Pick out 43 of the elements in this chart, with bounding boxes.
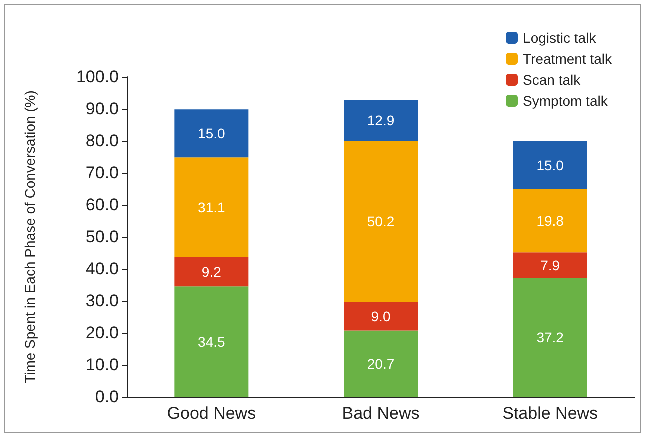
y-tick-label: 90.0 <box>86 100 119 118</box>
y-tick-label: 0.0 <box>95 388 119 406</box>
x-tick-label: Good News <box>167 404 256 423</box>
bar <box>174 158 249 258</box>
legend-label: Logistic talk <box>523 30 598 46</box>
data-label: 31.1 <box>198 199 226 216</box>
legend-label: Symptom talk <box>523 93 609 109</box>
bar <box>344 141 418 302</box>
bar <box>344 302 418 331</box>
data-label: 19.8 <box>536 213 564 229</box>
y-tick-label: 40.0 <box>86 260 119 278</box>
y-tick-label: 30.0 <box>86 292 119 310</box>
y-axis-title: Time Spent in Each Phase of Conversation (%) <box>22 90 38 384</box>
data-label: 9.2 <box>202 264 222 280</box>
data-label: 50.2 <box>367 214 395 230</box>
data-label: 20.7 <box>367 356 395 372</box>
legend-label: Scan talk <box>523 72 582 88</box>
y-tick-label: 100.0 <box>76 68 119 86</box>
bar <box>174 286 249 397</box>
x-tick-label: Bad News <box>342 404 420 423</box>
data-label: 7.9 <box>540 257 560 274</box>
bar <box>513 141 588 190</box>
bar <box>513 278 588 397</box>
y-tick-label: 50.0 <box>86 228 119 246</box>
bar <box>513 252 588 278</box>
x-tick-label: Stable News <box>502 404 598 423</box>
legend-label: Treatment talk <box>523 51 613 67</box>
data-label: 12.9 <box>367 112 395 129</box>
bar <box>344 100 418 142</box>
data-label: 34.5 <box>198 334 226 350</box>
bar <box>174 257 249 287</box>
y-tick-label: 10.0 <box>86 356 119 374</box>
bar <box>174 110 249 158</box>
y-tick-label: 60.0 <box>86 196 119 214</box>
data-label: 37.2 <box>536 329 564 346</box>
y-tick-label: 70.0 <box>86 164 119 182</box>
y-tick-label: 80.0 <box>86 132 119 150</box>
bar <box>344 330 418 397</box>
y-tick-label: 20.0 <box>86 324 119 342</box>
data-label: 9.0 <box>371 308 391 324</box>
data-label: 15.0 <box>198 126 226 142</box>
bar <box>513 189 588 253</box>
data-label: 15.0 <box>536 157 564 174</box>
